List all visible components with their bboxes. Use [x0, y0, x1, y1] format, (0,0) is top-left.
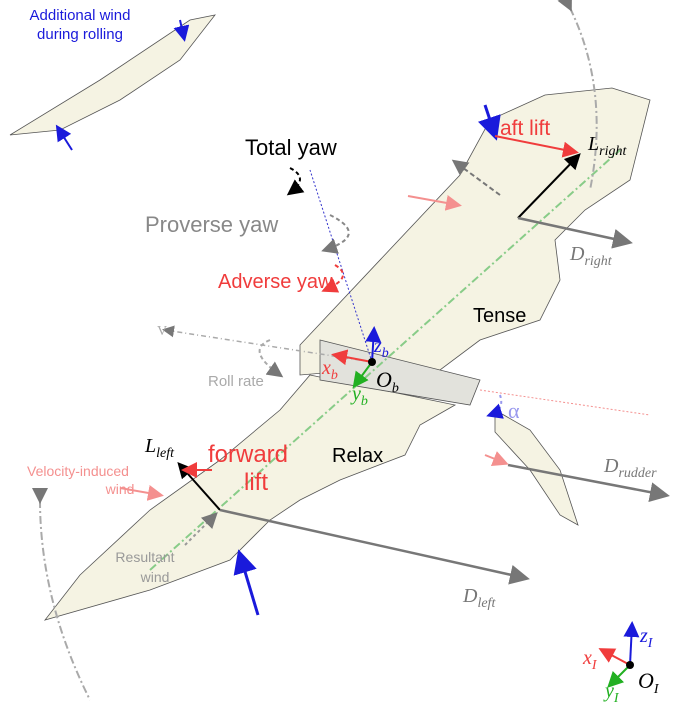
t: b	[331, 368, 338, 383]
labels: Additional wind during rolling aft lift L…	[27, 7, 660, 706]
t: rudder	[618, 466, 657, 481]
t: D	[569, 243, 585, 265]
t: I	[591, 658, 598, 673]
line: Velocity-induced	[27, 463, 129, 479]
t: left	[477, 596, 496, 611]
label: forward lift	[208, 441, 288, 496]
label: xI	[582, 647, 598, 673]
label: Resultant wind	[115, 549, 174, 585]
label: Proverse yaw	[145, 212, 278, 237]
axes-lines	[31, 0, 670, 701]
t: O	[376, 367, 392, 392]
label: Relax	[332, 445, 383, 467]
label: yI	[603, 680, 620, 706]
t: L	[587, 133, 599, 155]
t: O	[638, 668, 654, 693]
label: xb	[321, 357, 338, 383]
t: b	[361, 394, 368, 409]
label: zI	[639, 625, 654, 651]
t: D	[603, 455, 619, 477]
label: Velocity-induced wind	[27, 463, 134, 497]
t: L	[144, 435, 156, 457]
t: z	[639, 625, 648, 647]
t: left	[156, 446, 175, 461]
label: OI	[638, 668, 660, 697]
line: wind	[140, 569, 170, 585]
line: wind	[105, 481, 135, 497]
t: y	[603, 680, 614, 702]
label: Ob	[376, 367, 399, 396]
label: zb	[373, 335, 389, 361]
label: Lright	[587, 133, 627, 159]
t: I	[647, 636, 654, 651]
label: Lleft	[144, 435, 175, 461]
t: b	[392, 381, 399, 396]
line: Additional wind	[30, 7, 131, 24]
label: Tense	[473, 305, 526, 327]
label: Total yaw	[245, 135, 337, 160]
t: z	[373, 335, 382, 357]
t: right	[599, 144, 627, 159]
label: Drudder	[603, 455, 657, 481]
t: right	[584, 254, 612, 269]
line: forward	[208, 441, 288, 468]
label: V	[157, 324, 167, 339]
line: Resultant	[115, 549, 174, 565]
label: Roll rate	[208, 373, 264, 390]
t: I	[653, 682, 660, 697]
t: x	[582, 647, 592, 669]
t: I	[613, 691, 620, 706]
t: y	[350, 383, 361, 405]
label: Adverse yaw	[218, 271, 333, 293]
label: Dright	[569, 243, 613, 269]
line: lift	[244, 469, 268, 496]
bird	[9, 14, 651, 621]
t: x	[321, 357, 331, 379]
label: Dleft	[462, 585, 496, 611]
line: during rolling	[37, 26, 123, 43]
label: α	[508, 398, 520, 423]
t: b	[382, 346, 389, 361]
label: yb	[350, 383, 368, 409]
label: Additional wind during rolling	[30, 7, 131, 43]
t: D	[462, 585, 478, 607]
label: aft lift	[500, 117, 550, 140]
